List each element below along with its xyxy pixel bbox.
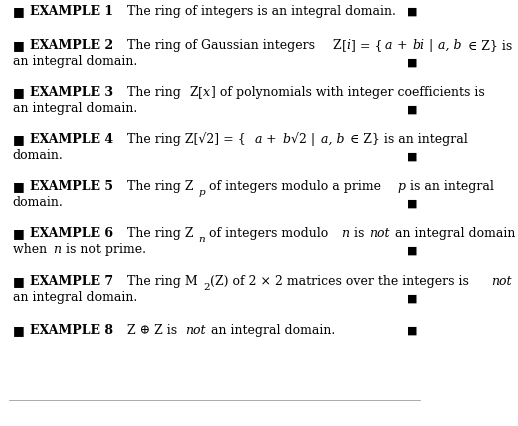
Text: ] = {: ] = { (351, 39, 383, 52)
Text: an integral domain.: an integral domain. (207, 323, 335, 336)
Text: ■: ■ (408, 198, 418, 208)
Text: [: [ (198, 86, 203, 99)
Text: ■: ■ (408, 245, 418, 255)
Text: is: is (350, 227, 368, 239)
Text: EXAMPLE 8: EXAMPLE 8 (30, 323, 113, 336)
Text: ■: ■ (408, 325, 418, 335)
Text: is not prime.: is not prime. (62, 243, 146, 256)
Text: ■: ■ (13, 180, 29, 193)
Text: Z ⊕ Z is: Z ⊕ Z is (119, 323, 181, 336)
Text: ■: ■ (13, 323, 29, 336)
Text: not: not (185, 323, 206, 336)
Text: Z: Z (333, 39, 341, 52)
Text: ∈ Z} is an integral: ∈ Z} is an integral (346, 133, 467, 146)
Text: √2 |: √2 | (291, 132, 319, 146)
Text: EXAMPLE 1: EXAMPLE 1 (30, 5, 113, 18)
Text: n: n (53, 243, 62, 256)
Text: not: not (369, 227, 390, 239)
Text: of integers modulo a prime: of integers modulo a prime (205, 180, 385, 193)
Text: domain.: domain. (13, 196, 64, 209)
Text: of integers modulo: of integers modulo (205, 227, 333, 239)
Text: when: when (13, 243, 51, 256)
Text: |: | (425, 39, 438, 52)
Text: ■: ■ (408, 104, 418, 114)
Text: The ring Z: The ring Z (119, 227, 193, 239)
Text: bi: bi (413, 39, 425, 52)
Text: an integral domain.: an integral domain. (13, 102, 137, 115)
Text: ■: ■ (13, 227, 29, 239)
Text: a: a (385, 39, 392, 52)
Text: ■: ■ (408, 57, 418, 67)
Text: 2: 2 (203, 283, 210, 292)
Text: (Z) of 2 × 2 matrices over the integers is: (Z) of 2 × 2 matrices over the integers … (210, 275, 473, 288)
Text: ] of polynomials with integer coefficients is: ] of polynomials with integer coefficien… (211, 86, 485, 99)
Text: is an integral: is an integral (406, 180, 494, 193)
Text: ■: ■ (13, 275, 29, 288)
Text: The ring: The ring (119, 86, 184, 99)
Text: +: + (393, 39, 411, 52)
Text: an integral domain.: an integral domain. (13, 291, 137, 304)
Text: p: p (397, 180, 406, 193)
Text: The ring of integers is an integral domain.: The ring of integers is an integral doma… (119, 5, 396, 18)
Text: ∈ Z} is: ∈ Z} is (464, 39, 512, 52)
Text: ■: ■ (13, 133, 29, 146)
Text: EXAMPLE 5: EXAMPLE 5 (30, 180, 113, 193)
Text: ■: ■ (13, 39, 29, 52)
Text: EXAMPLE 3: EXAMPLE 3 (30, 86, 113, 99)
Text: EXAMPLE 2: EXAMPLE 2 (30, 39, 113, 52)
Text: an integral domain.: an integral domain. (13, 55, 137, 68)
Text: domain.: domain. (13, 149, 64, 162)
Text: ■: ■ (408, 151, 418, 161)
Text: [: [ (341, 39, 347, 52)
Text: n: n (341, 227, 349, 239)
Text: The ring M: The ring M (119, 275, 197, 288)
Text: a: a (254, 133, 262, 146)
Text: The ring of Gaussian integers: The ring of Gaussian integers (119, 39, 319, 52)
Text: x: x (204, 86, 210, 99)
Text: ■: ■ (13, 5, 29, 18)
Text: ■: ■ (408, 7, 418, 17)
Text: ■: ■ (408, 293, 418, 303)
Text: The ring Z[√2] = {: The ring Z[√2] = { (119, 132, 246, 146)
Text: EXAMPLE 7: EXAMPLE 7 (30, 275, 113, 288)
Text: Z: Z (189, 86, 198, 99)
Text: EXAMPLE 4: EXAMPLE 4 (30, 133, 113, 146)
Text: n: n (198, 235, 205, 244)
Text: i: i (347, 39, 351, 52)
Text: EXAMPLE 6: EXAMPLE 6 (30, 227, 113, 239)
Text: an integral domain: an integral domain (391, 227, 515, 239)
Text: ■: ■ (13, 86, 29, 99)
Text: a, b: a, b (321, 133, 344, 146)
Text: +: + (262, 133, 281, 146)
Text: The ring Z: The ring Z (119, 180, 193, 193)
Text: a, b: a, b (439, 39, 462, 52)
Text: not: not (491, 275, 511, 288)
Text: b: b (282, 133, 290, 146)
Text: p: p (198, 188, 205, 197)
